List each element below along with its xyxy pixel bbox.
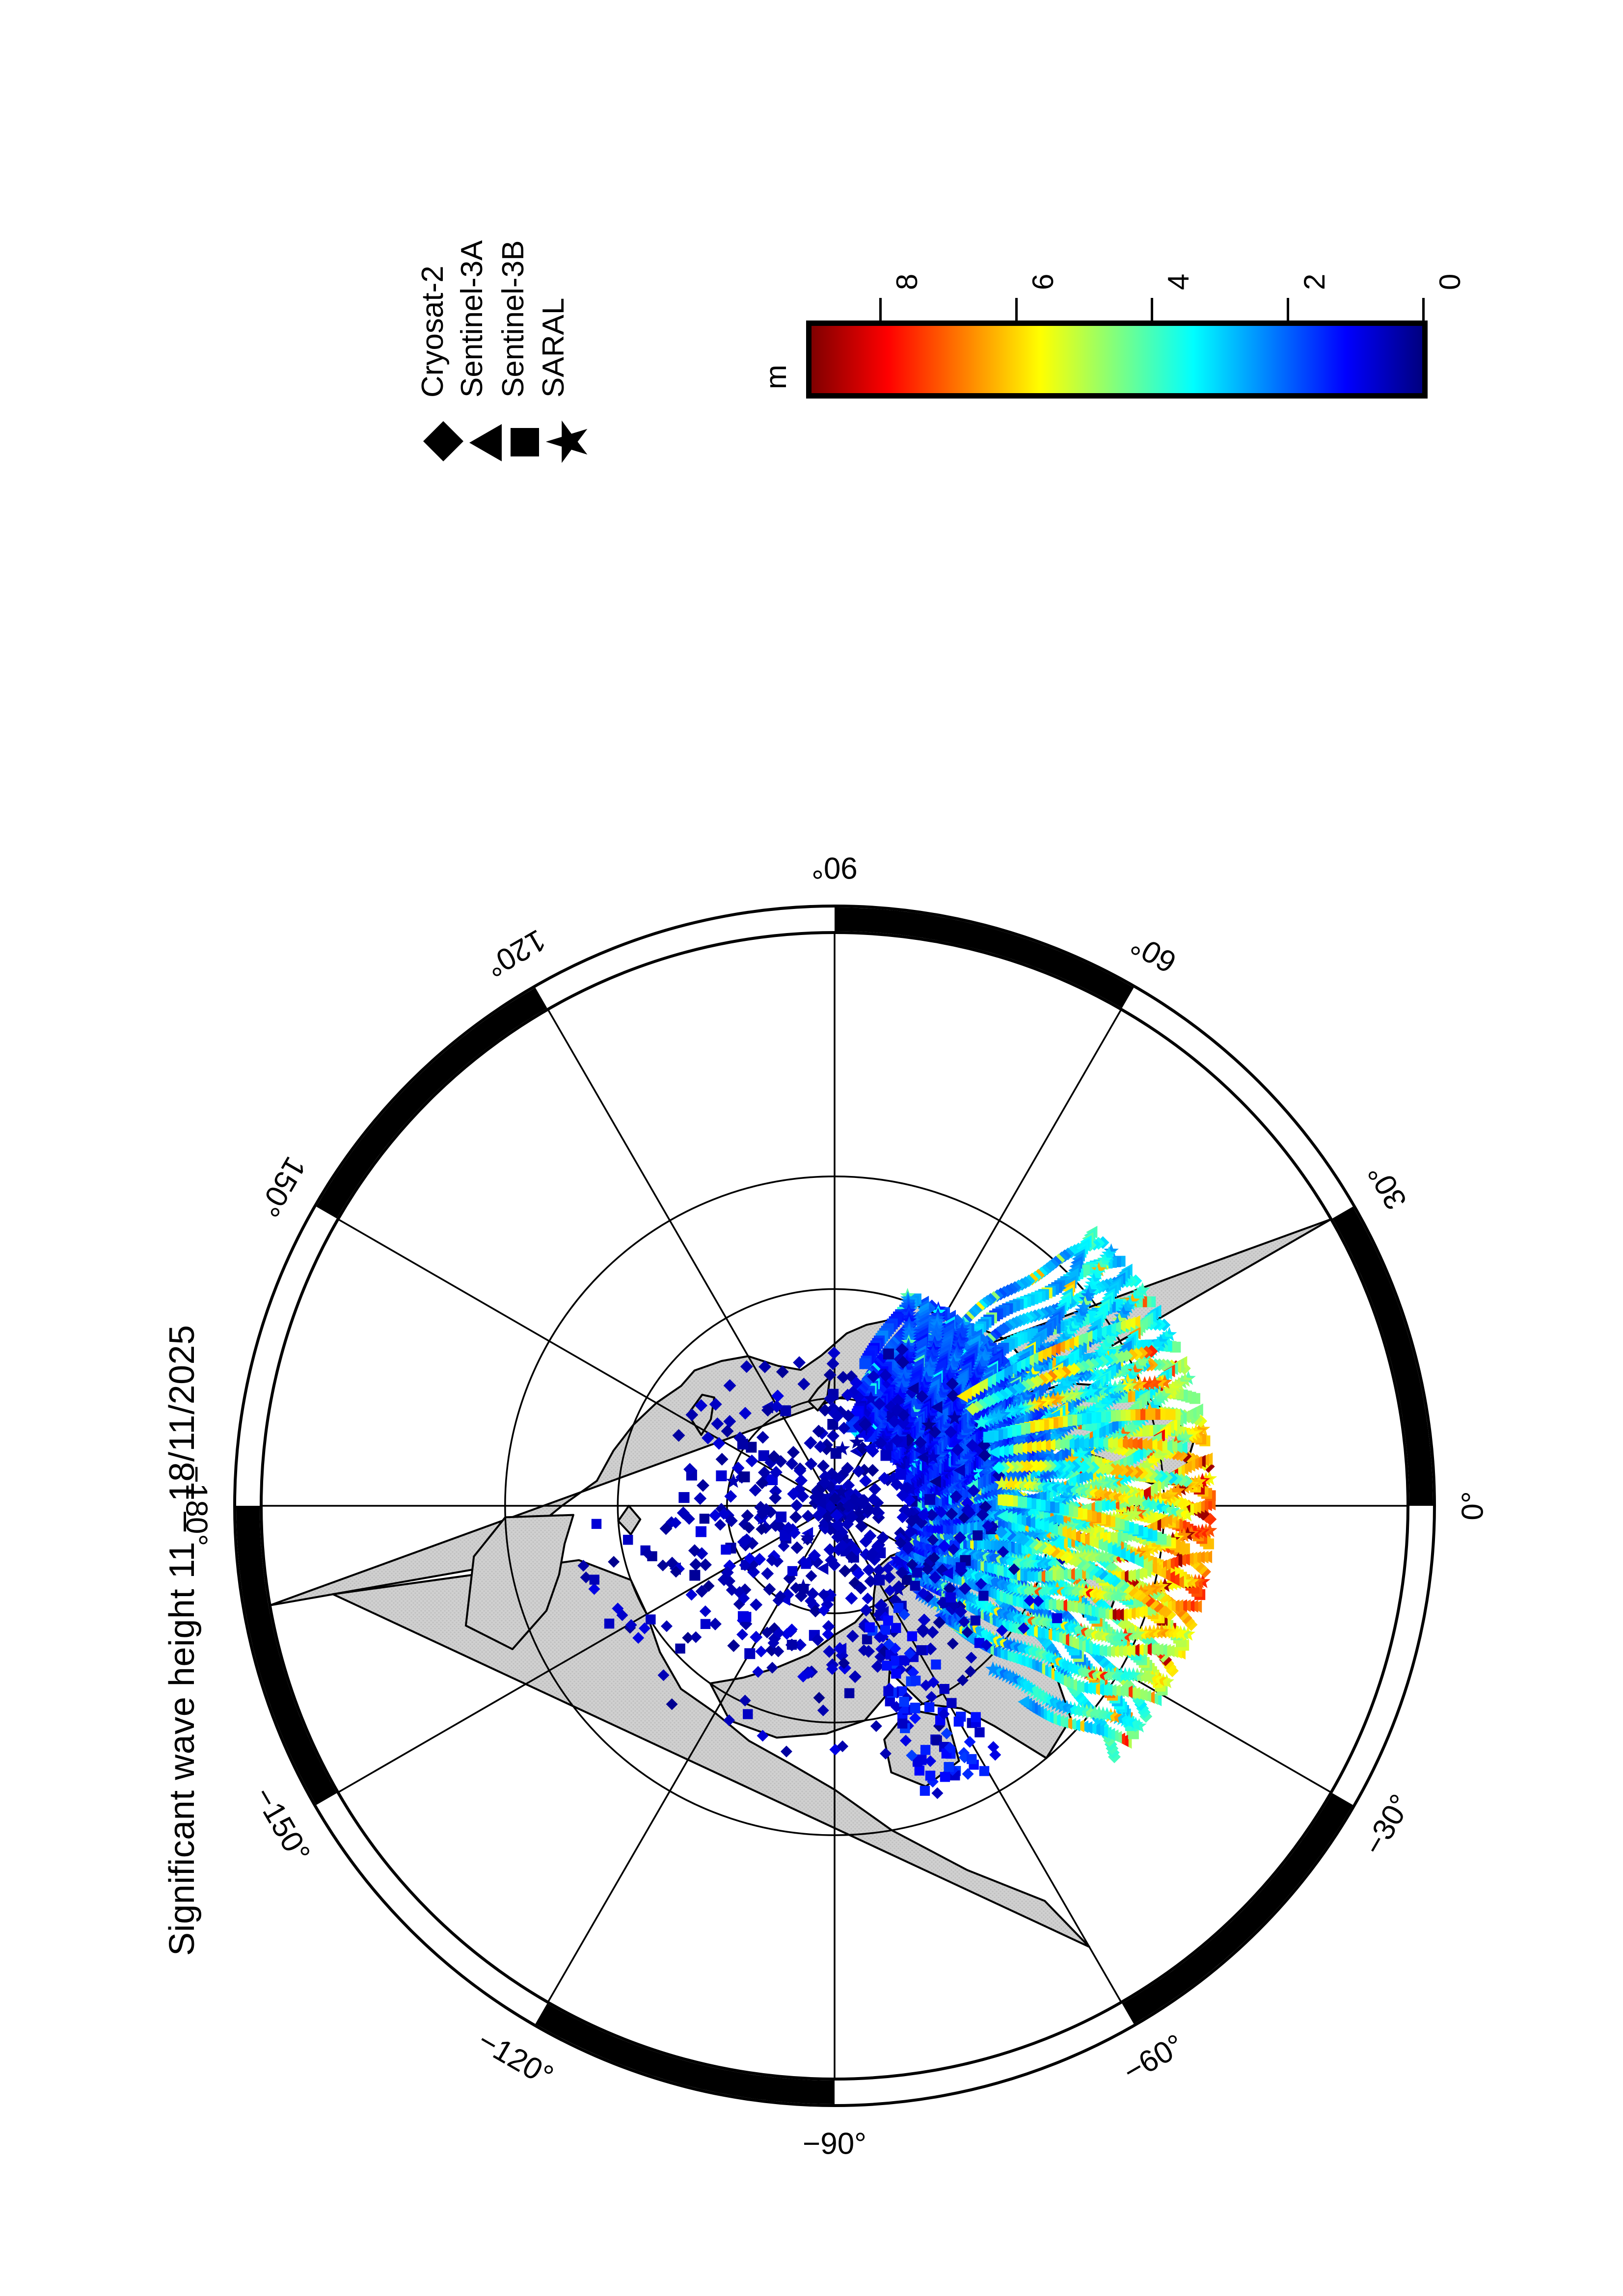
legend-label-cryosat-2: Cryosat-2 — [416, 266, 450, 398]
map-canvas — [233, 905, 1436, 2107]
land-polygon — [807, 1375, 831, 1412]
colorbar-tick-label: 2 — [1298, 273, 1331, 290]
land-polygon — [709, 1607, 893, 1739]
meridian-line — [547, 1505, 836, 2003]
colorbar-tick — [1015, 298, 1018, 320]
colorbar-tick — [1422, 298, 1425, 320]
data-point — [1018, 1695, 1029, 1709]
data-points — [577, 1226, 1217, 1799]
polar-map: 90° 60° 30° 0° −30° −60° −90° −120° −150° −180° 15… — [180, 851, 1490, 2161]
square-marker-icon — [511, 428, 539, 456]
legend-label-saral: SARAL — [537, 297, 570, 398]
colorbar-tick-label: 4 — [1162, 273, 1195, 290]
land-polygon — [617, 1505, 642, 1536]
diamond-marker-icon — [423, 421, 464, 462]
data-point — [889, 1551, 905, 1566]
triangle-left-marker-icon — [469, 424, 502, 461]
colorbar-gradient — [812, 326, 1422, 393]
colorbar-unit-label: m — [759, 365, 792, 389]
meridian-line — [834, 1505, 1122, 2003]
colorbar-tick — [1286, 298, 1289, 320]
colorbar-tick — [1151, 298, 1154, 320]
colorbar-tick — [879, 298, 882, 320]
colorbar-tick-label: 6 — [1026, 273, 1059, 290]
legend-label-sentinel-3b: Sentinel-3B — [496, 240, 530, 398]
meridian-line — [337, 1505, 835, 1793]
star-marker-icon — [545, 420, 588, 463]
page-title: Significant wave height 11 – 18/11/2025 — [162, 1325, 202, 1956]
data-point — [985, 1661, 1001, 1676]
colorbar-frame — [806, 320, 1428, 399]
colorbar-tick-label: 8 — [891, 273, 924, 290]
meridian-line — [547, 1009, 836, 1506]
land-polygon — [464, 1514, 574, 1651]
legend-label-sentinel-3a: Sentinel-3A — [455, 240, 489, 398]
land-polygon — [332, 1559, 1090, 1948]
colorbar-tick-label: 0 — [1434, 273, 1466, 290]
